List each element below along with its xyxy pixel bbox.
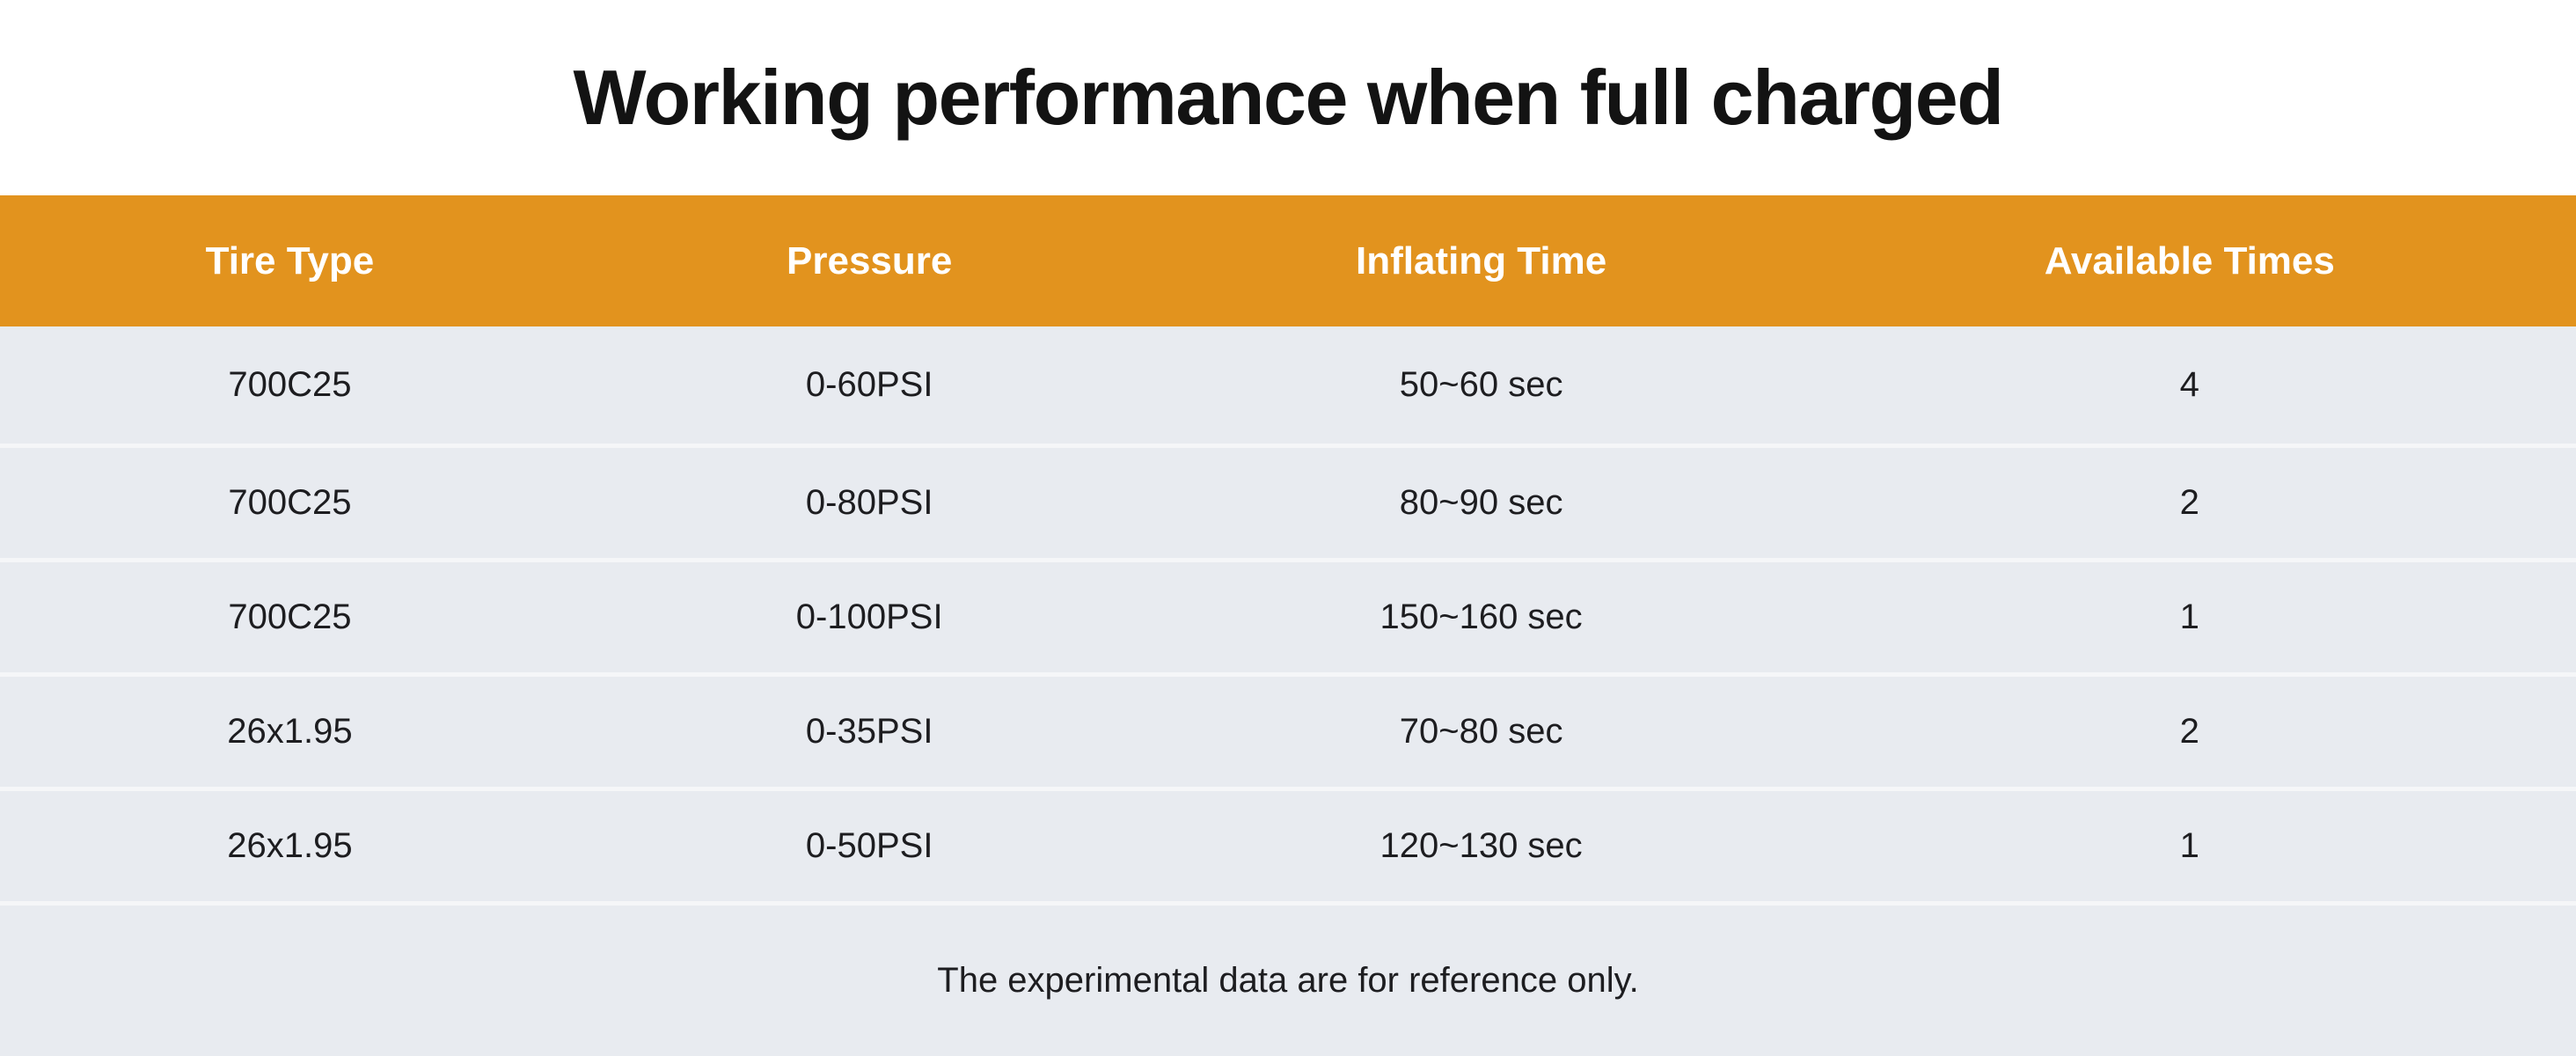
table-row: 26x1.95 0-35PSI 70~80 sec 2	[0, 672, 2576, 787]
performance-table: Tire Type Pressure Inflating Time Availa…	[0, 195, 2576, 1056]
cell-pressure: 0-50PSI	[805, 826, 933, 865]
page-title: Working performance when full charged	[573, 54, 2004, 141]
cell-tire-type: 700C25	[228, 598, 352, 636]
column-header-available-times: Available Times	[2044, 238, 2335, 282]
column-header-inflating-time: Inflating Time	[1355, 238, 1607, 282]
table-footnote-row: The experimental data are for reference …	[0, 901, 2576, 1056]
cell-tire-type: 26x1.95	[227, 712, 353, 751]
cell-available-times: 2	[2179, 712, 2199, 751]
table-row: 700C25 0-60PSI 50~60 sec 4	[0, 326, 2576, 444]
cell-available-times: 4	[2179, 365, 2199, 404]
title-band: Working performance when full charged	[0, 0, 2576, 195]
cell-pressure: 0-35PSI	[805, 712, 933, 751]
cell-available-times: 2	[2179, 483, 2199, 522]
footnote-text: The experimental data are for reference …	[937, 961, 1639, 1000]
cell-pressure: 0-80PSI	[805, 483, 933, 522]
cell-inflating-time: 150~160 sec	[1379, 598, 1583, 636]
table-header-row: Tire Type Pressure Inflating Time Availa…	[0, 195, 2576, 326]
cell-inflating-time: 70~80 sec	[1399, 712, 1563, 751]
cell-pressure: 0-60PSI	[805, 365, 933, 404]
cell-tire-type: 700C25	[228, 483, 352, 522]
table-body: 700C25 0-60PSI 50~60 sec 4 700C25 0-80PSI 80~9…	[0, 326, 2576, 901]
cell-tire-type: 26x1.95	[227, 826, 353, 865]
column-header-tire-type: Tire Type	[205, 238, 375, 282]
cell-inflating-time: 80~90 sec	[1399, 483, 1563, 522]
cell-inflating-time: 120~130 sec	[1379, 826, 1583, 865]
cell-available-times: 1	[2179, 826, 2199, 865]
cell-available-times: 1	[2179, 598, 2199, 636]
column-header-pressure: Pressure	[787, 238, 953, 282]
table-row: 700C25 0-100PSI 150~160 sec 1	[0, 558, 2576, 672]
table-row: 700C25 0-80PSI 80~90 sec 2	[0, 444, 2576, 558]
cell-inflating-time: 50~60 sec	[1399, 365, 1563, 404]
table-row: 26x1.95 0-50PSI 120~130 sec 1	[0, 787, 2576, 901]
cell-pressure: 0-100PSI	[795, 598, 943, 636]
cell-tire-type: 700C25	[228, 365, 352, 404]
